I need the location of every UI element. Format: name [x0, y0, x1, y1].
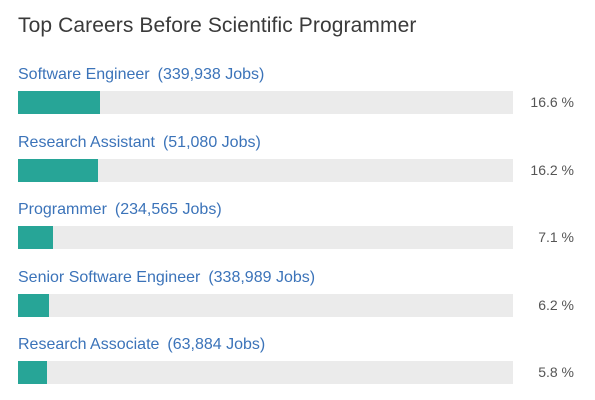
career-link[interactable]: Software Engineer (339,938 Jobs): [18, 66, 264, 84]
bar-percent-label: 16.2 %: [530, 161, 574, 178]
career-job-count: (234,565 Jobs): [114, 201, 222, 218]
bar-track: [18, 226, 513, 249]
bar-track: [18, 158, 513, 182]
bar-percent-label: 16.6 %: [530, 94, 574, 110]
bar-fill: [18, 293, 49, 317]
bar-percent-label: 5.8 %: [538, 364, 574, 380]
bar-fill: [18, 91, 101, 114]
career-row: Software Engineer (339,938 Jobs) 16.6 %: [0, 66, 595, 126]
bar-track: [18, 91, 513, 114]
career-name: Research Assistant: [18, 133, 155, 151]
bar-track: [18, 361, 513, 384]
career-link[interactable]: Research Associate (63,884 Jobs): [18, 336, 265, 354]
career-row: Programmer (234,565 Jobs) 7.1 %: [0, 201, 595, 261]
career-name: Software Engineer: [18, 66, 150, 83]
career-link[interactable]: Senior Software Engineer (338,989 Jobs): [18, 269, 315, 287]
chart-title: Top Careers Before Scientific Programmer: [18, 14, 417, 37]
career-link[interactable]: Research Assistant (51,080 Jobs): [18, 134, 261, 152]
career-row: Research Assistant (51,080 Jobs) 16.2 %: [0, 134, 595, 194]
career-job-count: (339,938 Jobs): [157, 66, 265, 83]
bar-fill: [18, 361, 47, 384]
bar-fill: [18, 158, 99, 182]
career-row: Research Associate (63,884 Jobs) 5.8 %: [0, 336, 595, 396]
career-name: Senior Software Engineer: [18, 268, 201, 286]
career-name: Programmer: [18, 201, 107, 218]
career-job-count: (63,884 Jobs): [167, 336, 266, 353]
bar-percent-label: 7.1 %: [538, 229, 574, 245]
bar-fill: [18, 226, 54, 249]
career-name: Research Associate: [18, 336, 160, 353]
bar-percent-label: 6.2 %: [538, 296, 574, 313]
career-row: Senior Software Engineer (338,989 Jobs) 6.…: [0, 269, 595, 329]
career-link[interactable]: Programmer (234,565 Jobs): [18, 201, 222, 219]
bar-track: [18, 293, 513, 317]
career-job-count: (338,989 Jobs): [208, 268, 316, 286]
career-job-count: (51,080 Jobs): [162, 133, 261, 151]
